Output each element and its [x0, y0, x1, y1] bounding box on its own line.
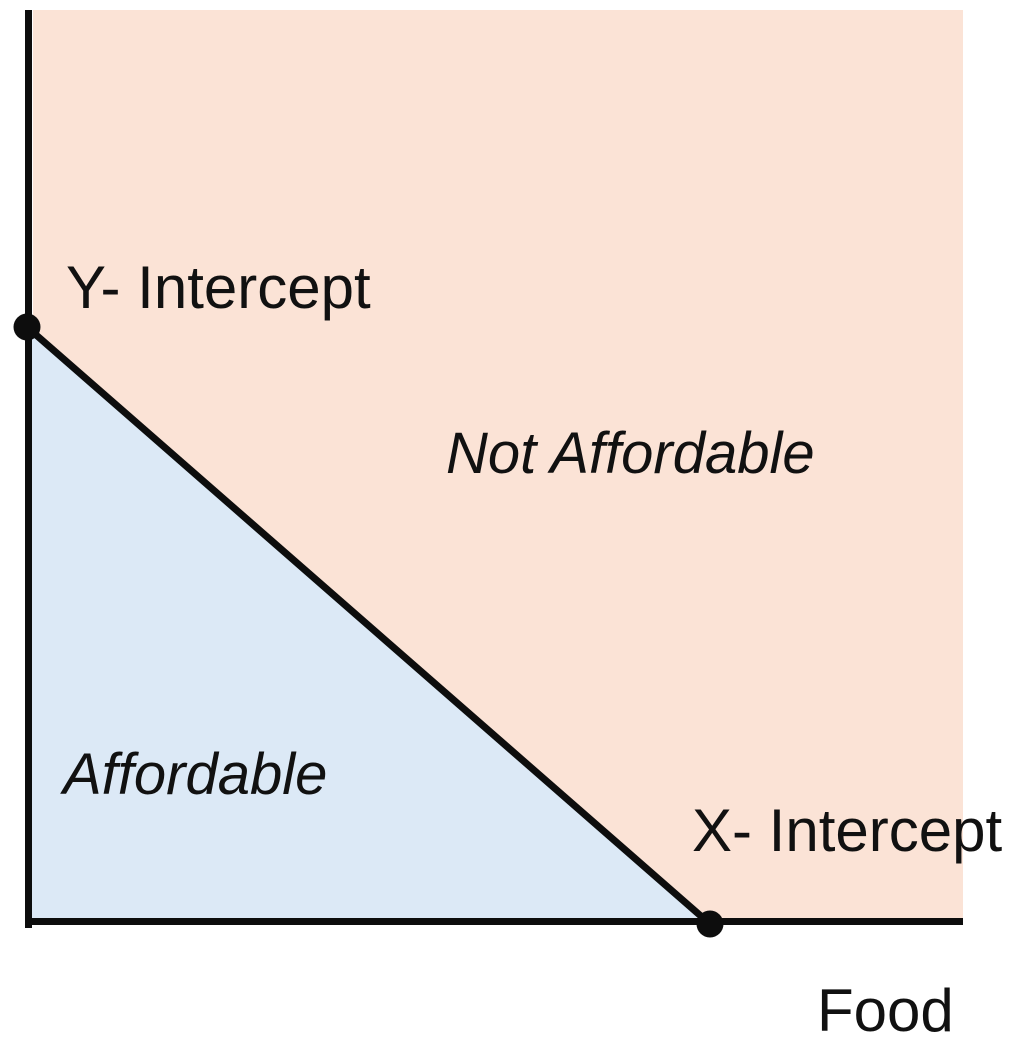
- x-axis-label: Food: [817, 977, 954, 1044]
- y-intercept-point: [13, 313, 41, 341]
- not-affordable-region-label: Not Affordable: [446, 421, 815, 486]
- affordable-region-label: Affordable: [63, 742, 328, 807]
- budget-line: [24, 324, 713, 927]
- y-intercept-label: Y- Intercept: [66, 254, 371, 321]
- x-intercept-label: X- Intercept: [692, 797, 1003, 864]
- x-intercept-point: [696, 910, 724, 938]
